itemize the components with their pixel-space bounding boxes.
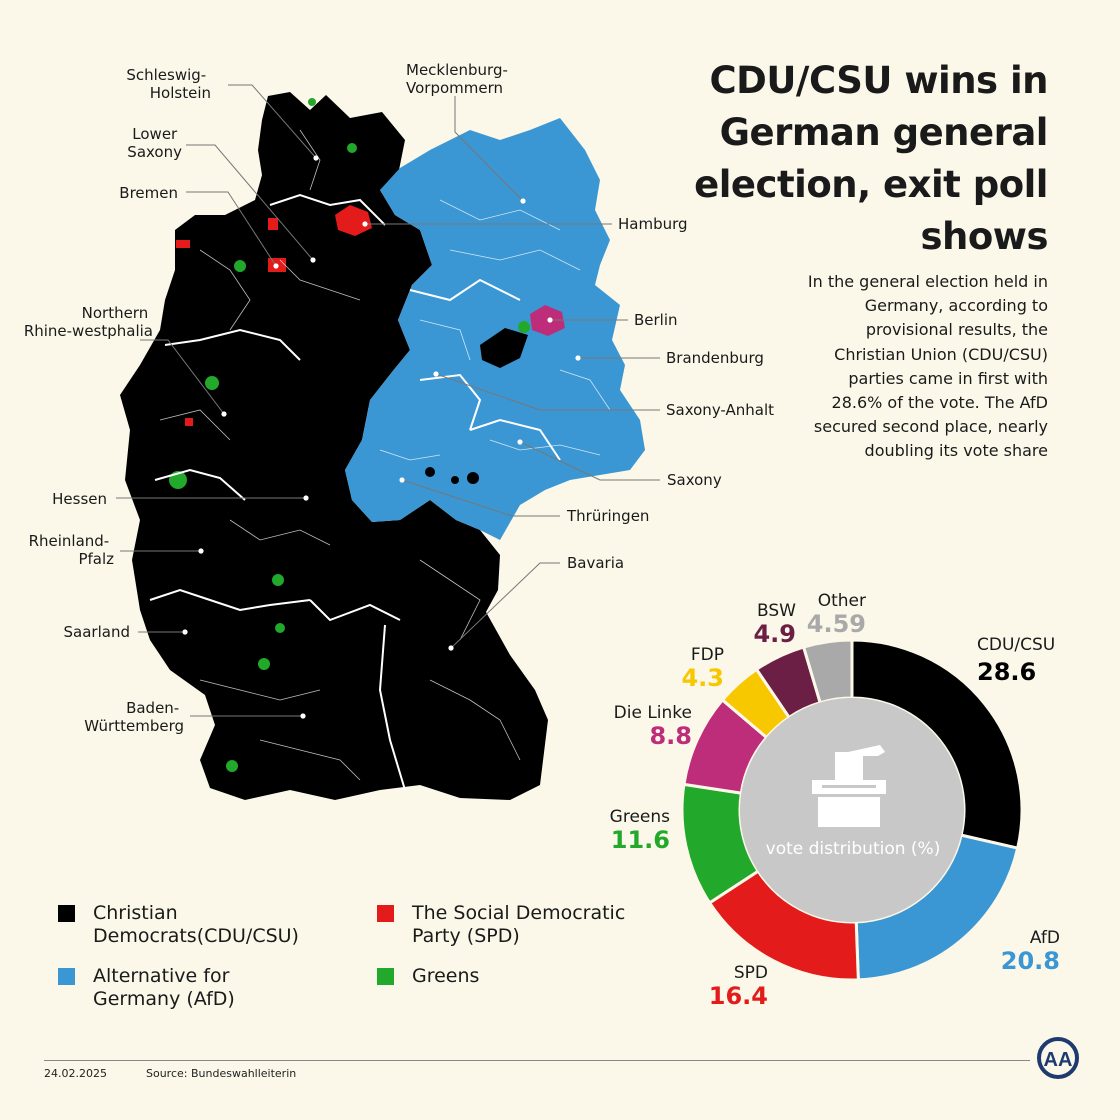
greens-spot (272, 574, 284, 586)
footer-divider (44, 1060, 1030, 1061)
donut-label-value: 28.6 (977, 658, 1036, 686)
greens-spot (258, 658, 270, 670)
legend-item-cdu: Christian Democrats(CDU/CSU) (58, 902, 299, 948)
label-nrw: Northern Rhine-westphalia (24, 304, 153, 340)
legend-swatch-afd (58, 968, 75, 985)
legend-label-cdu: Christian Democrats(CDU/CSU) (93, 902, 299, 947)
donut-label-name: Greens (610, 807, 670, 827)
donut-label-value: 16.4 (709, 982, 768, 1010)
greens-spot (226, 760, 238, 772)
donut-label-name: AfD (1030, 928, 1060, 948)
label-brandenburg: Brandenburg (666, 349, 764, 367)
greens-spot (205, 376, 219, 390)
leader-lines (116, 84, 660, 717)
label-hamburg: Hamburg (618, 215, 688, 233)
donut-label-name: CDU/CSU (977, 635, 1055, 655)
label-mecklenburg: Mecklenburg- Vorpommern (406, 61, 513, 97)
legend-swatch-cdu (58, 905, 75, 922)
cdu-enclave (451, 476, 459, 484)
aa-logo-icon: AA (1037, 1037, 1079, 1079)
legend-swatch-spd (377, 905, 394, 922)
legend-swatch-greens (377, 968, 394, 985)
spd-lowersaxony (268, 218, 278, 230)
greens-spot (234, 260, 246, 272)
donut-label-value: 4.9 (753, 620, 796, 648)
spd-west (176, 240, 190, 248)
headline: CDU/CSU wins in German general election,… (694, 59, 1048, 258)
intro-paragraph: In the general election held in Germany,… (807, 272, 1048, 461)
label-rheinland: Rheinland- Pfalz (29, 532, 115, 568)
region-labels: Schleswig- Holstein Lower Saxony Bremen … (24, 61, 774, 735)
spd-hamburg (335, 205, 372, 236)
footer-source: Source: Bundeswahlleiterin (146, 1067, 297, 1080)
legend-label-afd: Alternative for Germany (AfD) (93, 965, 235, 1010)
label-lower-saxony: Lower Saxony (127, 125, 182, 161)
footer-date: 24.02.2025 (44, 1067, 107, 1080)
cdu-enclave (425, 467, 435, 477)
label-bremen: Bremen (119, 184, 178, 202)
logo-text: AA (1044, 1049, 1073, 1071)
label-hessen: Hessen (52, 490, 107, 508)
donut-label-value: 8.8 (649, 722, 692, 750)
donut-label-value: 4.59 (807, 610, 866, 638)
donut-label-value: 4.3 (681, 664, 724, 692)
donut-label-value: 11.6 (611, 826, 670, 854)
donut-label-name: Other (818, 591, 866, 611)
legend-item-afd: Alternative for Germany (AfD) (58, 965, 235, 1011)
donut-label-name: BSW (757, 601, 796, 621)
donut-label-name: FDP (691, 645, 724, 665)
label-thuringia: Thrüringen (566, 507, 649, 525)
label-baden: Baden- Württemberg (84, 699, 184, 735)
district-borders (159, 129, 611, 781)
legend-label-spd: The Social Democratic Party (SPD) (412, 902, 626, 947)
cdu-region (120, 92, 548, 800)
cdu-enclave (480, 328, 528, 368)
donut-center-label: vote distribution (%) (765, 839, 941, 859)
map-shapes (120, 92, 645, 800)
greens-spot (275, 623, 285, 633)
legend-item-greens: Greens (377, 965, 479, 988)
greens-spot (518, 321, 530, 333)
donut-chart (680, 638, 1024, 982)
donut-label-name: SPD (734, 963, 768, 983)
greens-spot (308, 98, 316, 106)
state-borders (149, 193, 561, 791)
label-saxony-anhalt: Saxony-Anhalt (666, 401, 774, 419)
label-saarland: Saarland (64, 623, 130, 641)
label-saxony: Saxony (667, 471, 722, 489)
label-berlin: Berlin (634, 311, 678, 329)
ballot-box-icon (812, 745, 886, 827)
spd-nrw (185, 418, 193, 426)
label-schleswig-holstein: Schleswig- Holstein (126, 66, 211, 102)
cdu-enclave (467, 472, 479, 484)
region-dots (182, 155, 581, 719)
greens-spot (347, 143, 357, 153)
legend-label-greens: Greens (412, 965, 480, 987)
label-bavaria: Bavaria (567, 554, 624, 572)
donut-label-name: Die Linke (614, 703, 692, 723)
donut-label-value: 20.8 (1001, 947, 1060, 975)
legend-item-spd: The Social Democratic Party (SPD) (377, 902, 625, 948)
